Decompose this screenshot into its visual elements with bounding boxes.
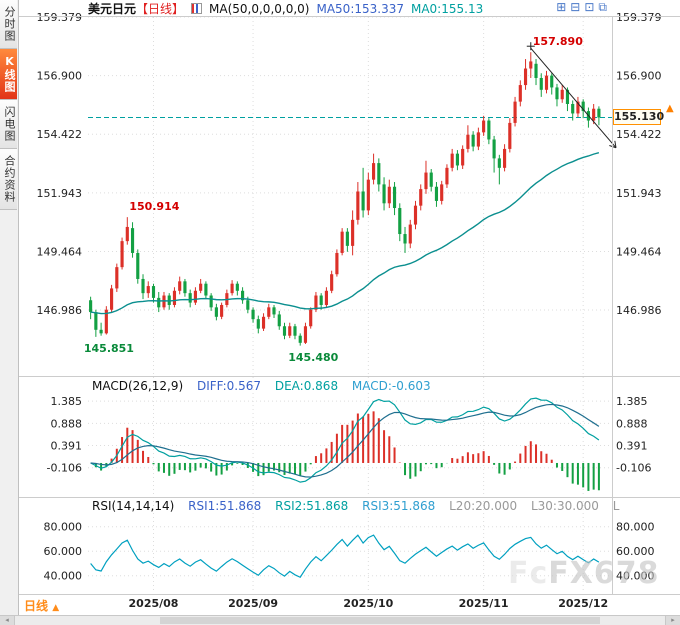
macd-panel-header: MACD(26,12,9) DIFF:0.567 DEA:0.868 MACD:…	[92, 379, 441, 393]
rsi1-value: RSI1:51.868	[188, 499, 262, 513]
chevron-up-icon: ▲	[52, 603, 60, 613]
price-annotation-high: 157.890	[532, 35, 583, 49]
price-annotation-local-high: 150.914	[129, 200, 180, 214]
svg-text:2025/11: 2025/11	[459, 597, 509, 610]
macd-diff-value: DIFF:0.567	[196, 379, 262, 393]
sidebar-tab-kline-chart[interactable]: K线图	[0, 49, 17, 100]
horizontal-scrollbar[interactable]: ◂ ▸	[0, 615, 680, 625]
rsi-l30-value: L30:30.000	[530, 499, 599, 513]
scroll-left-icon[interactable]: ◂	[0, 616, 15, 625]
sidebar-tab-time-chart[interactable]: 分时图	[0, 0, 17, 49]
symbol-title: 美元日元	[88, 2, 137, 16]
split-pane-icon[interactable]: ⊟	[570, 0, 581, 14]
rsi-name: RSI(14,14,14)	[92, 499, 175, 513]
svg-text:156.900: 156.900	[37, 70, 83, 83]
svg-text:0.888: 0.888	[51, 417, 83, 430]
svg-text:2025/08: 2025/08	[129, 597, 179, 610]
macd-dea-value: DEA:0.868	[274, 379, 339, 393]
price-annotation-low2: 145.480	[288, 350, 339, 364]
svg-text:156.900: 156.900	[616, 70, 662, 83]
indicator-icon	[191, 3, 203, 14]
left-sidebar: 分时图 K线图 闪电图 合约资料	[0, 0, 19, 625]
svg-text:154.422: 154.422	[616, 128, 662, 141]
svg-text:154.422: 154.422	[37, 128, 83, 141]
svg-text:146.986: 146.986	[616, 304, 662, 317]
rsi-l-cutoff: L	[612, 499, 620, 513]
svg-text:80.000: 80.000	[44, 521, 83, 534]
chart-header: 美元日元 【日线】 MA(50,0,0,0,0,0) MA50:153.337 …	[88, 1, 490, 17]
svg-text:146.986: 146.986	[37, 304, 83, 317]
price-annotation-low1: 145.851	[83, 341, 134, 355]
svg-text:2025/12: 2025/12	[558, 597, 608, 610]
svg-text:-0.106: -0.106	[47, 462, 82, 475]
scrollbar-thumb[interactable]	[160, 617, 600, 624]
svg-text:40.000: 40.000	[616, 570, 655, 583]
svg-text:40.000: 40.000	[44, 570, 83, 583]
rsi3-value: RSI3:51.868	[362, 499, 436, 513]
rsi2-value: RSI2:51.868	[275, 499, 349, 513]
period-selector[interactable]: 日线 ▲	[24, 597, 59, 614]
overlap-windows-icon[interactable]: ⧉	[598, 0, 607, 14]
current-price-label: 155.130	[613, 109, 665, 126]
svg-text:60.000: 60.000	[616, 545, 655, 558]
svg-text:0.888: 0.888	[616, 417, 648, 430]
ma-settings-label: MA(50,0,0,0,0,0)	[209, 1, 310, 16]
chart-toolbar: ⊞ ⊟ ⊡ ⧉	[556, 0, 607, 14]
svg-text:149.464: 149.464	[37, 245, 83, 258]
svg-text:1.385: 1.385	[51, 395, 83, 408]
sidebar-tab-contract-info[interactable]: 合约资料	[0, 149, 17, 210]
ma50-value-label: MA50:153.337	[316, 1, 404, 16]
period-label: 日线	[24, 599, 49, 613]
period-tag: 【日线】	[136, 2, 185, 16]
svg-text:0.391: 0.391	[616, 440, 648, 453]
macd-name: MACD(26,12,9)	[92, 379, 184, 393]
svg-text:0.391: 0.391	[51, 440, 83, 453]
alert-up-icon: ▲	[666, 103, 674, 114]
svg-text:159.379: 159.379	[616, 11, 662, 24]
scroll-right-icon[interactable]: ▸	[665, 616, 680, 625]
grid-icon[interactable]: ⊞	[556, 0, 567, 14]
ma0-value-label: MA0:155.13	[410, 1, 484, 16]
svg-text:60.000: 60.000	[44, 545, 83, 558]
svg-text:159.379: 159.379	[37, 11, 83, 24]
svg-text:151.943: 151.943	[616, 187, 662, 200]
svg-text:2025/10: 2025/10	[343, 597, 393, 610]
macd-hist-value: MACD:-0.603	[351, 379, 431, 393]
svg-text:149.464: 149.464	[616, 245, 662, 258]
svg-text:2025/09: 2025/09	[228, 597, 278, 610]
svg-text:151.943: 151.943	[37, 187, 83, 200]
svg-text:1.385: 1.385	[616, 395, 648, 408]
sidebar-tab-lightning-chart[interactable]: 闪电图	[0, 100, 17, 149]
svg-text:-0.106: -0.106	[616, 462, 651, 475]
rsi-panel-header: RSI(14,14,14) RSI1:51.868 RSI2:51.868 RS…	[92, 499, 629, 513]
rsi-l20-value: L20:20.000	[449, 499, 518, 513]
box-icon[interactable]: ⊡	[584, 0, 595, 14]
svg-text:80.000: 80.000	[616, 521, 655, 534]
